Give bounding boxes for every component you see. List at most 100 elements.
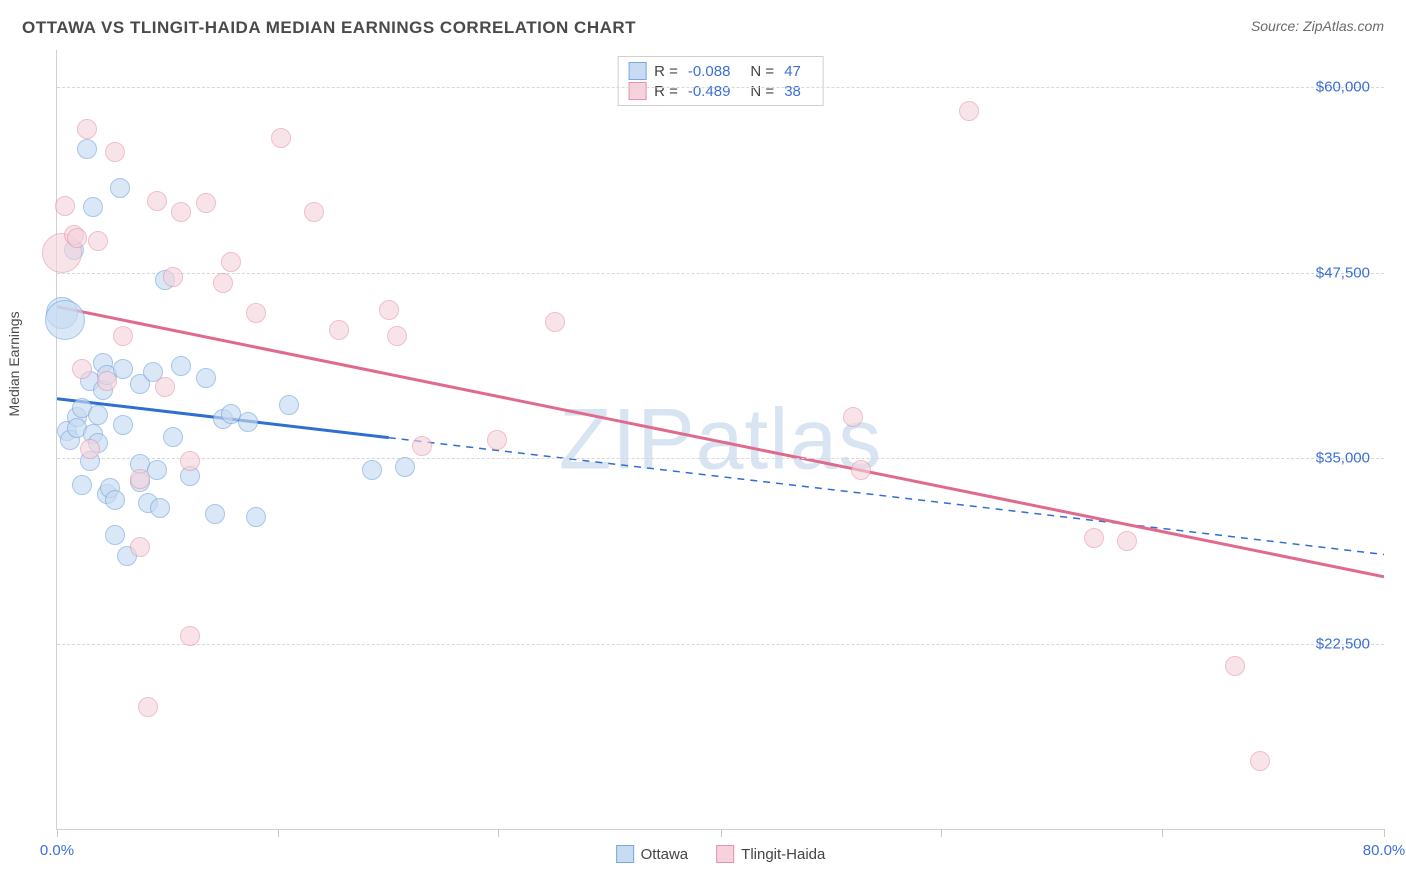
legend-swatch (628, 62, 646, 80)
data-point (80, 439, 100, 459)
data-point (387, 326, 407, 346)
legend-series: Ottawa Tlingit-Haida (616, 845, 826, 863)
data-point (1250, 751, 1270, 771)
data-point (130, 469, 150, 489)
plot-area: ZIPatlas R =-0.088N =47R =-0.489N =38 Ot… (56, 50, 1384, 830)
data-point (113, 326, 133, 346)
data-point (105, 142, 125, 162)
data-point (155, 377, 175, 397)
data-point (72, 475, 92, 495)
y-tick-label: $60,000 (1316, 79, 1370, 96)
legend-n-label: N = (750, 83, 774, 100)
data-point (180, 626, 200, 646)
data-point (88, 405, 108, 425)
trend-line-solid (57, 307, 1384, 577)
data-point (271, 128, 291, 148)
chart-title: OTTAWA VS TLINGIT-HAIDA MEDIAN EARNINGS … (22, 18, 636, 38)
data-point (246, 507, 266, 527)
data-point (851, 460, 871, 480)
data-point (362, 460, 382, 480)
data-point (180, 451, 200, 471)
legend-r-label: R = (654, 63, 678, 80)
trend-line-dashed (389, 438, 1384, 555)
data-point (395, 457, 415, 477)
watermark: ZIPatlas (559, 390, 882, 489)
data-point (545, 312, 565, 332)
legend-item: Ottawa (616, 845, 689, 863)
grid-line (57, 458, 1384, 459)
data-point (55, 196, 75, 216)
data-point (77, 139, 97, 159)
data-point (163, 267, 183, 287)
data-point (130, 537, 150, 557)
y-tick-label: $22,500 (1316, 635, 1370, 652)
x-tick (1384, 829, 1385, 837)
legend-item: Tlingit-Haida (716, 845, 825, 863)
legend-label: Ottawa (641, 846, 689, 863)
data-point (221, 252, 241, 272)
legend-swatch (616, 845, 634, 863)
x-tick (721, 829, 722, 837)
grid-line (57, 87, 1384, 88)
data-point (45, 300, 85, 340)
data-point (246, 303, 266, 323)
data-point (329, 320, 349, 340)
data-point (163, 427, 183, 447)
data-point (83, 197, 103, 217)
data-point (213, 273, 233, 293)
data-point (77, 119, 97, 139)
data-point (279, 395, 299, 415)
data-point (67, 228, 87, 248)
x-tick (278, 829, 279, 837)
grid-line (57, 644, 1384, 645)
data-point (304, 202, 324, 222)
legend-swatch (628, 82, 646, 100)
data-point (113, 359, 133, 379)
data-point (196, 368, 216, 388)
y-tick-label: $47,500 (1316, 264, 1370, 281)
data-point (1084, 528, 1104, 548)
legend-n-value: 38 (784, 83, 801, 100)
data-point (105, 525, 125, 545)
legend-stats: R = -0.088 N = 47R = -0.489 N = 38 (617, 56, 824, 106)
data-point (1117, 531, 1137, 551)
data-point (113, 415, 133, 435)
data-point (959, 101, 979, 121)
legend-n-value: 47 (784, 63, 801, 80)
x-tick (498, 829, 499, 837)
data-point (72, 359, 92, 379)
legend-r-value: -0.088 (688, 63, 731, 80)
data-point (110, 178, 130, 198)
trend-lines (57, 50, 1384, 829)
data-point (150, 498, 170, 518)
legend-stat-row: R =-0.088N =47 (628, 61, 813, 81)
data-point (196, 193, 216, 213)
legend-r-value: -0.489 (688, 83, 731, 100)
data-point (147, 191, 167, 211)
data-point (1225, 656, 1245, 676)
data-point (138, 697, 158, 717)
data-point (88, 231, 108, 251)
x-tick-label: 0.0% (40, 842, 74, 859)
x-tick (1162, 829, 1163, 837)
data-point (843, 407, 863, 427)
x-tick-label: 80.0% (1363, 842, 1406, 859)
x-tick (941, 829, 942, 837)
data-point (171, 202, 191, 222)
legend-swatch (716, 845, 734, 863)
data-point (97, 371, 117, 391)
data-point (412, 436, 432, 456)
x-tick (57, 829, 58, 837)
y-axis-label: Median Earnings (6, 311, 22, 416)
data-point (205, 504, 225, 524)
data-point (105, 490, 125, 510)
data-point (487, 430, 507, 450)
source-label: Source: ZipAtlas.com (1251, 18, 1384, 34)
legend-label: Tlingit-Haida (741, 846, 825, 863)
data-point (379, 300, 399, 320)
y-tick-label: $35,000 (1316, 450, 1370, 467)
legend-stat-row: R = -0.489 N = 38 (628, 81, 813, 101)
chart-container: Median Earnings ZIPatlas R =-0.088N =47R… (22, 50, 1384, 872)
legend-r-label: R = (654, 83, 678, 100)
data-point (171, 356, 191, 376)
